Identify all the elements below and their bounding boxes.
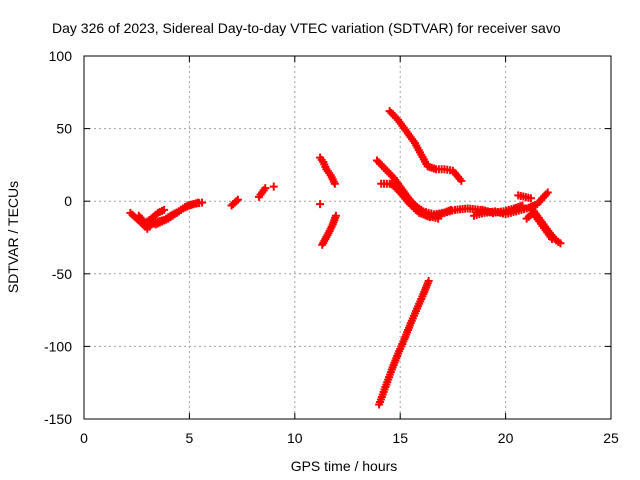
series-arc-8 — [316, 200, 325, 209]
x-tick-label: 5 — [186, 430, 194, 446]
data-point — [269, 182, 278, 191]
data-point — [547, 234, 556, 243]
x-tick-label: 10 — [287, 430, 303, 446]
grid-lines — [84, 56, 611, 419]
series-arc-10 — [375, 277, 433, 409]
series-arc-4 — [227, 195, 242, 210]
data-point — [261, 184, 270, 193]
data-point — [526, 194, 535, 203]
data-point — [330, 179, 339, 188]
series-arc-5 — [254, 184, 270, 201]
x-axis-label: GPS time / hours — [291, 458, 398, 474]
x-tick-label: 0 — [80, 430, 88, 446]
series-arc-17 — [514, 191, 535, 203]
series-arc-9 — [318, 211, 340, 249]
series-arc-2 — [134, 205, 169, 227]
x-tick-label: 20 — [498, 430, 514, 446]
y-tick-label: -150 — [44, 411, 72, 427]
data-point — [331, 211, 340, 220]
data-point — [232, 197, 241, 206]
x-tick-label: 15 — [392, 430, 408, 446]
axis-ticks: 0 5 10 15 20 25 -150 -100 -50 0 50 100 — [44, 48, 619, 446]
chart-title: Day 326 of 2023, Sidereal Day-to-day VTE… — [52, 20, 561, 36]
series-arc-7 — [316, 153, 339, 188]
data-point — [233, 195, 242, 204]
y-tick-label: 100 — [49, 48, 73, 64]
data-point — [316, 200, 325, 209]
data-point — [556, 239, 565, 248]
data-point — [518, 201, 527, 210]
y-axis-label: SDTVAR / TECUs — [5, 181, 21, 293]
data-point — [424, 277, 433, 286]
series-arc-14 — [387, 179, 455, 222]
plot-frame — [83, 55, 612, 420]
y-tick-label: 0 — [64, 193, 72, 209]
data-point — [446, 205, 455, 214]
y-tick-label: -100 — [44, 338, 72, 354]
series-arc-16 — [478, 201, 527, 217]
y-tick-label: -50 — [52, 266, 72, 282]
x-tick-label: 25 — [603, 430, 619, 446]
series-arc-11 — [385, 107, 466, 185]
data-point — [193, 198, 202, 207]
series-arc-19 — [522, 208, 556, 243]
series-arc-6 — [269, 182, 278, 191]
y-tick-label: 50 — [56, 121, 72, 137]
series-arc-3 — [151, 198, 202, 229]
data-point — [160, 205, 169, 214]
data-point — [457, 176, 466, 185]
data-points — [126, 107, 565, 409]
data-point — [543, 188, 552, 197]
